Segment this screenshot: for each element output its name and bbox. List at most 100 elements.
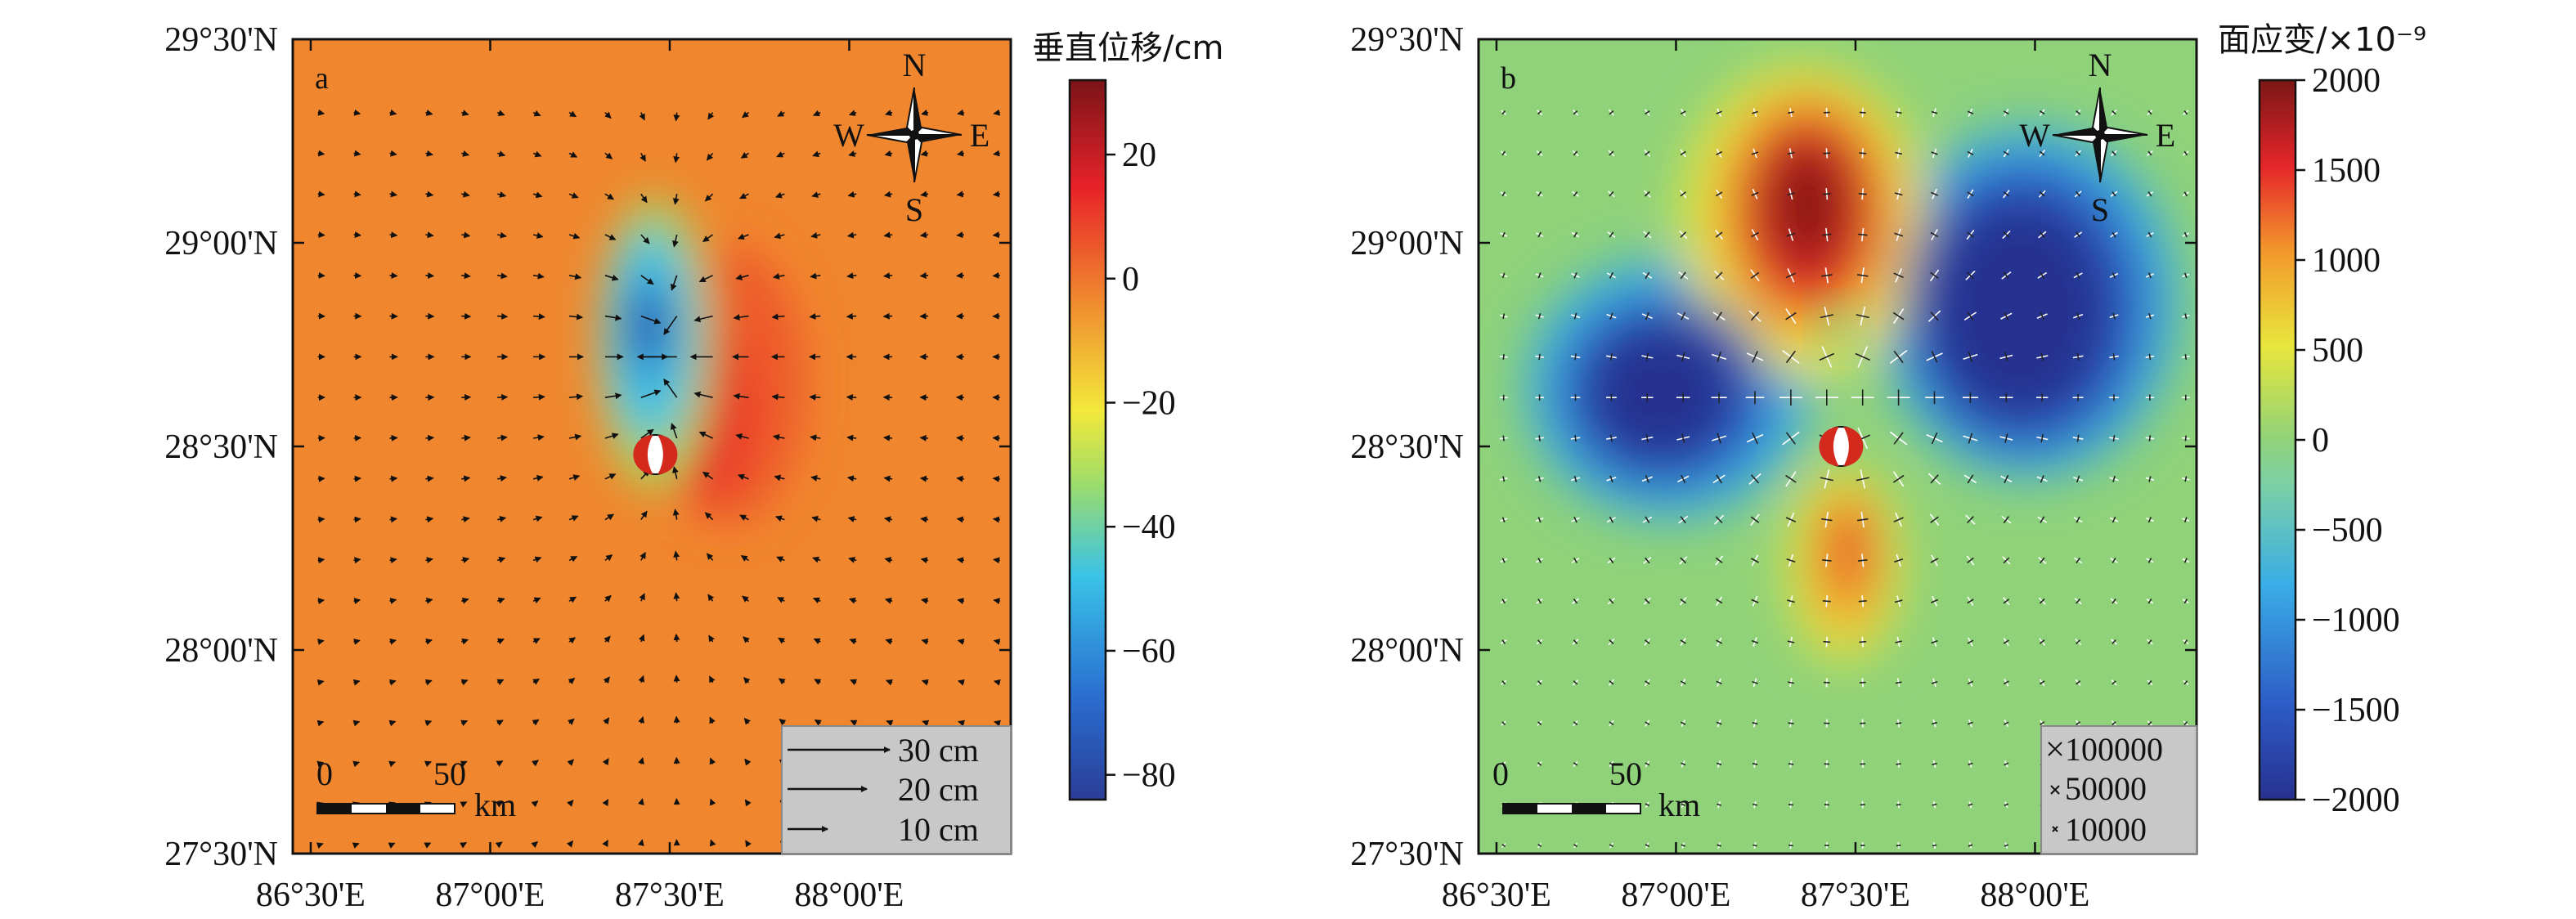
panel-b-compass: N S E W <box>2019 47 2175 228</box>
displacement-vector <box>777 597 785 603</box>
strain-cross-arm <box>1752 680 1758 684</box>
strain-cross-arm <box>1501 517 1506 522</box>
displacement-vector <box>604 111 612 119</box>
displacement-vector <box>885 597 893 604</box>
strain-legend-100000: 100000 <box>2065 731 2163 768</box>
strain-cross-arm <box>2147 272 2152 279</box>
strain-cross-arm <box>1788 844 1793 847</box>
strain-cross-arm <box>1537 721 1542 726</box>
displacement-vector <box>920 516 929 523</box>
displacement-vector <box>604 392 622 400</box>
strain-cross-arm <box>1538 353 1541 361</box>
strain-cross-arm <box>2003 598 2010 604</box>
displacement-vector <box>772 433 785 441</box>
strain-cross-arm <box>1537 639 1542 644</box>
colorbar-tick-label: −60 <box>1122 633 1176 670</box>
strain-cross-arm <box>1931 110 1938 114</box>
displacement-vector <box>568 110 577 118</box>
displacement-vector <box>568 474 581 481</box>
strain-cross-arm <box>1930 558 1939 563</box>
displacement-vector <box>742 111 749 119</box>
strain-cross-arm <box>1786 558 1796 563</box>
displacement-vector <box>461 231 471 239</box>
strain-cross-arm <box>1931 680 1938 684</box>
displacement-vector <box>743 636 750 643</box>
strain-cross-arm <box>1858 600 1867 603</box>
strain-cross-arm <box>2004 312 2009 321</box>
displacement-vector <box>604 152 613 159</box>
displacement-vector <box>424 760 432 768</box>
strain-cross-arm <box>1930 312 1939 321</box>
strain-cross-arm <box>1967 150 1974 156</box>
strain-cross-arm <box>1752 721 1758 725</box>
strain-cross-arm <box>2183 272 2188 279</box>
displacement-vector <box>919 434 929 442</box>
displacement-vector <box>532 474 544 482</box>
strain-cross-arm <box>2004 803 2009 807</box>
displacement-vector <box>496 597 505 604</box>
displacement-vector <box>640 315 662 325</box>
strain-cross-arm <box>1537 191 1542 197</box>
vector-legend-10: 10 cm <box>898 811 979 848</box>
displacement-vector <box>568 192 579 199</box>
scale-mid-label: 50 <box>1609 755 1642 792</box>
displacement-vector <box>886 720 894 727</box>
strain-cross-arm <box>2040 516 2045 523</box>
strain-cross-arm <box>2003 557 2010 564</box>
displacement-vector <box>388 679 397 686</box>
displacement-vector <box>461 434 471 442</box>
displacement-vector <box>846 434 857 442</box>
panel-b-colorbar-title: 面应变/×10⁻⁹ <box>2218 21 2426 59</box>
panel-b-colorbar: 2000 1500 1000 500 0 −500 −1000 −1500 −2000 面应变/… <box>2218 21 2426 819</box>
strain-cross-arm <box>2039 639 2045 644</box>
displacement-vector <box>992 516 1000 523</box>
displacement-vector <box>992 434 1000 442</box>
displacement-vector <box>707 594 715 602</box>
displacement-vector <box>640 552 646 561</box>
strain-cross-arm <box>1537 150 1542 156</box>
strain-cross-arm <box>1787 599 1795 603</box>
displacement-vector <box>531 800 539 808</box>
strain-cross-arm <box>1931 151 1938 155</box>
displacement-vector <box>956 434 964 442</box>
strain-cross-arm <box>1930 191 1939 196</box>
displacement-vector <box>425 557 433 563</box>
strain-cross-arm <box>2148 312 2152 320</box>
displacement-vector <box>317 639 325 645</box>
displacement-vector <box>847 516 857 522</box>
displacement-vector <box>992 475 1000 482</box>
displacement-vector <box>778 637 786 644</box>
x-tick-label: 86°30'E <box>256 876 366 914</box>
strain-cross-arm <box>1751 558 1759 563</box>
strain-cross-arm <box>2003 110 2009 115</box>
x-tick-label: 88°00'E <box>1980 876 2089 914</box>
y-tick-label: 29°30'N <box>164 21 278 59</box>
strain-cross-arm <box>1819 352 1835 361</box>
strain-cross-arm <box>2039 150 2045 156</box>
colorbar-tick-label: 0 <box>2312 422 2329 460</box>
displacement-vector <box>425 434 435 442</box>
strain-cross-arm <box>1822 600 1831 603</box>
displacement-vector <box>388 760 397 768</box>
displacement-vector <box>317 557 325 564</box>
displacement-vector <box>532 760 539 767</box>
strain-cross-arm <box>1895 640 1902 643</box>
displacement-vector <box>884 516 893 523</box>
displacement-vector <box>956 150 965 157</box>
strain-cross-arm <box>1931 639 1938 644</box>
strain-cross-arm <box>1930 474 1939 484</box>
displacement-vector <box>316 679 325 686</box>
strain-cross-arm <box>1537 598 1542 604</box>
displacement-vector <box>733 314 749 321</box>
displacement-vector <box>739 514 749 521</box>
strain-cross-arm <box>2040 721 2045 725</box>
displacement-vector <box>673 153 680 164</box>
displacement-vector <box>496 150 506 157</box>
strain-cross-arm <box>1573 762 1578 766</box>
strain-cross-arm <box>2004 721 2009 725</box>
displacement-vector <box>425 191 434 198</box>
strain-cross-arm <box>1932 762 1937 765</box>
colorbar-tick-label: −20 <box>1122 384 1176 422</box>
strain-cross-arm <box>1681 803 1686 807</box>
displacement-vector <box>771 313 785 321</box>
